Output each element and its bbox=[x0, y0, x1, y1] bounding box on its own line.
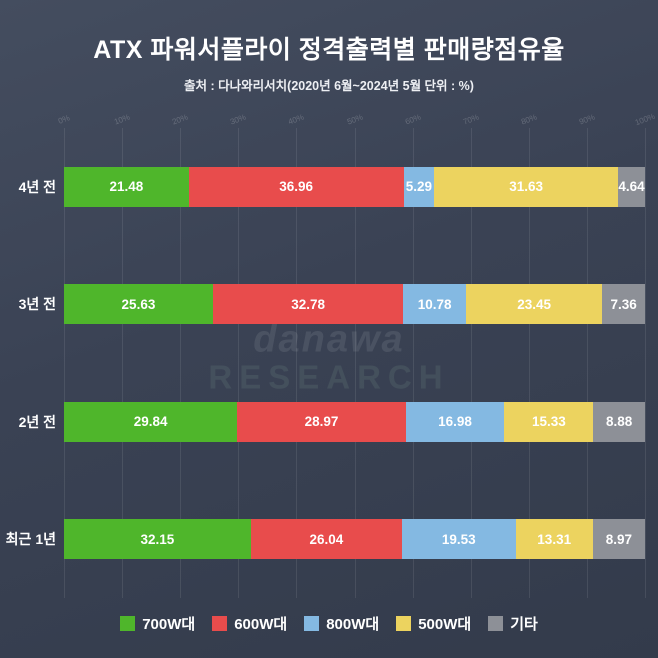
category-label: 4년 전 bbox=[18, 178, 56, 195]
x-axis-tick-label: 40% bbox=[287, 112, 306, 127]
x-axis-tick-label: 50% bbox=[345, 112, 364, 127]
segment-value: 32.78 bbox=[291, 296, 326, 312]
legend-swatch bbox=[120, 616, 136, 631]
category-label: 2년 전 bbox=[18, 413, 56, 430]
bar-segment-500W대: 15.33 bbox=[504, 401, 594, 442]
gridline bbox=[528, 128, 530, 598]
gridline bbox=[645, 128, 646, 598]
gridline bbox=[412, 128, 414, 598]
bar-segment-600W대: 32.78 bbox=[212, 284, 404, 325]
segment-value: 4.64 bbox=[618, 179, 645, 195]
bar-segment-700W대: 32.15 bbox=[64, 519, 251, 560]
x-axis-tick-label: 30% bbox=[229, 112, 248, 127]
segment-value: 8.97 bbox=[605, 531, 633, 547]
bar-row: 4년 전 21.48 36.96 5.29 31.63 4.64 bbox=[19, 128, 645, 246]
legend-item-600W대: 600W대 bbox=[212, 613, 287, 634]
chart-subtitle: 출처 : 다나와리서치(2020년 6월~2024년 5월 단위 : %) bbox=[184, 79, 474, 93]
bar-segment-700W대: 21.48 bbox=[64, 166, 189, 207]
segment-value: 10.78 bbox=[417, 296, 452, 312]
gridline bbox=[122, 128, 124, 598]
segment-value: 15.33 bbox=[531, 414, 566, 430]
bar-segment-600W대: 28.97 bbox=[237, 401, 406, 442]
bar-segment-600W대: 36.96 bbox=[188, 166, 404, 207]
segment-value: 28.97 bbox=[304, 414, 339, 430]
segment-value: 21.48 bbox=[109, 179, 144, 195]
segment-value: 25.63 bbox=[121, 296, 156, 312]
legend-label: 500W대 bbox=[418, 616, 472, 633]
category-label: 최근 1년 bbox=[5, 531, 56, 548]
bar-segment-800W대: 10.78 bbox=[403, 284, 466, 325]
legend-label: 800W대 bbox=[326, 616, 380, 633]
bar-segment-700W대: 29.84 bbox=[64, 401, 238, 442]
gridline bbox=[296, 128, 298, 598]
bar-row: 3년 전 25.63 32.78 10.78 23.45 7.36 bbox=[19, 246, 645, 364]
legend-label: 600W대 bbox=[234, 616, 288, 633]
legend-swatch bbox=[396, 616, 412, 631]
legend-swatch bbox=[212, 616, 228, 631]
bar-segment-500W대: 31.63 bbox=[434, 166, 619, 207]
segment-value: 7.36 bbox=[610, 296, 637, 312]
stacked-bar: 29.84 28.97 16.98 15.33 8.88 bbox=[64, 401, 645, 442]
gridline bbox=[354, 128, 356, 598]
plot-area: 0% 10% 20% 30% 40% 50% 60% 70% 80% 90% 100% 4년 전 21.… bbox=[6, 112, 656, 599]
stacked-bar: 32.15 26.04 19.53 13.31 8.97 bbox=[64, 519, 645, 560]
legend-swatch bbox=[304, 616, 320, 631]
legend-item-700W대: 700W대 bbox=[120, 613, 195, 634]
segment-value: 36.96 bbox=[279, 179, 314, 195]
bar-segment-500W대: 23.45 bbox=[465, 284, 603, 325]
x-axis-tick-label: 0% bbox=[57, 113, 71, 126]
segment-value: 23.45 bbox=[517, 296, 551, 312]
segment-value: 26.04 bbox=[309, 531, 344, 547]
bar-segment-기타: 8.88 bbox=[593, 401, 645, 442]
legend-item-500W대: 500W대 bbox=[396, 613, 471, 634]
segment-value: 13.31 bbox=[537, 531, 572, 547]
bar-row: 최근 1년 32.15 26.04 19.53 13.31 8.97 bbox=[6, 481, 645, 599]
bar-segment-500W대: 13.31 bbox=[515, 519, 593, 560]
bar-row: 2년 전 29.84 28.97 16.98 15.33 8.88 bbox=[19, 363, 645, 481]
legend-label: 700W대 bbox=[142, 616, 196, 633]
gridline bbox=[180, 128, 182, 598]
gridline bbox=[470, 128, 472, 598]
x-axis-tick-label: 10% bbox=[113, 112, 132, 127]
legend: 700W대 600W대 800W대 500W대 기타 bbox=[0, 613, 658, 634]
gridline bbox=[586, 128, 588, 598]
legend-item-기타: 기타 bbox=[488, 613, 538, 634]
segment-value: 29.84 bbox=[133, 414, 168, 430]
x-axis-tick-label: 80% bbox=[519, 112, 538, 127]
x-axis-tick-label: 60% bbox=[403, 112, 422, 127]
x-axis-tick-label: 100% bbox=[633, 111, 657, 128]
bar-segment-기타: 4.64 bbox=[618, 166, 645, 207]
x-axis-tick-label: 90% bbox=[577, 112, 596, 127]
gridline bbox=[64, 128, 65, 598]
bar-segment-800W대: 16.98 bbox=[405, 401, 505, 442]
bar-segment-800W대: 19.53 bbox=[402, 519, 516, 560]
legend-swatch bbox=[488, 616, 504, 631]
bar-segment-700W대: 25.63 bbox=[64, 284, 213, 325]
bar-segment-600W대: 26.04 bbox=[250, 519, 403, 560]
segment-value: 8.88 bbox=[606, 414, 633, 430]
bar-segment-기타: 7.36 bbox=[602, 284, 645, 325]
category-label: 3년 전 bbox=[18, 296, 56, 313]
stacked-bar: 25.63 32.78 10.78 23.45 7.36 bbox=[64, 284, 645, 325]
gridline bbox=[238, 128, 240, 598]
legend-label: 기타 bbox=[510, 616, 538, 633]
x-axis-tick-label: 70% bbox=[461, 112, 480, 127]
segment-value: 19.53 bbox=[441, 531, 476, 547]
segment-value: 5.29 bbox=[405, 179, 433, 195]
chart-area: danawa RESEARCH 0% 10% 20% 30% 40% 50% 60% 70% 8… bbox=[0, 112, 658, 599]
stacked-bar: 21.48 36.96 5.29 31.63 4.64 bbox=[64, 166, 645, 207]
chart-title: ATX 파워서플라이 정격출력별 판매량점유율 bbox=[93, 36, 565, 64]
bar-rows: 4년 전 21.48 36.96 5.29 31.63 4.64 3년 전 25.63 32.7… bbox=[6, 128, 645, 599]
bar-segment-800W대: 5.29 bbox=[403, 166, 435, 207]
segment-value: 16.98 bbox=[438, 414, 472, 430]
x-axis-tick-label: 20% bbox=[171, 112, 190, 127]
segment-value: 31.63 bbox=[509, 179, 544, 195]
bar-segment-기타: 8.97 bbox=[592, 519, 645, 560]
segment-value: 32.15 bbox=[140, 531, 175, 547]
legend-item-800W대: 800W대 bbox=[304, 613, 379, 634]
